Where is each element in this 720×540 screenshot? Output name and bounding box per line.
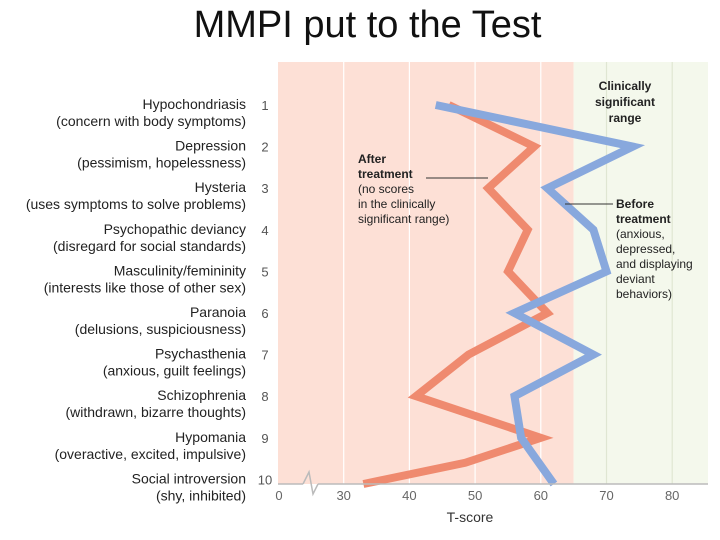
scale-number: 10 <box>258 472 272 487</box>
scale-number: 9 <box>261 431 268 446</box>
scale-description: (uses symptoms to solve problems) <box>26 196 246 212</box>
scale-name: Social introversion <box>132 470 246 486</box>
scale-number: 7 <box>261 348 268 363</box>
annotation-text: (anxious, <box>616 227 665 241</box>
scale-description: (anxious, guilt feelings) <box>103 363 246 379</box>
x-tick-label: 30 <box>336 488 350 503</box>
scale-name: Masculinity/femininity <box>114 262 246 278</box>
scale-description: (disregard for social standards) <box>53 238 246 254</box>
x-tick-label: 40 <box>402 488 416 503</box>
scale-label-3: Hysteria(uses symptoms to solve problems… <box>26 179 269 212</box>
scale-name: Psychopathic deviancy <box>104 221 246 237</box>
scale-label-2: Depression(pessimism, hopelessness) 2 <box>77 138 268 171</box>
scale-number: 2 <box>261 140 268 155</box>
scale-name: Depression <box>175 138 246 154</box>
scale-description: (shy, inhibited) <box>156 487 246 503</box>
scale-name: Psychasthenia <box>155 346 246 362</box>
scale-label-8: Schizophrenia(withdrawn, bizarre thought… <box>65 387 268 420</box>
scale-description: (overactive, excited, impulsive) <box>55 446 246 462</box>
scale-label-6: Paranoia(delusions, suspiciousness) 6 <box>75 304 269 337</box>
annotation-text: and displaying <box>616 257 693 271</box>
scale-name: Hysteria <box>195 179 247 195</box>
scale-description: (pessimism, hopelessness) <box>77 155 246 171</box>
annotation-text: (no scores <box>358 182 414 196</box>
scale-number: 3 <box>261 181 268 196</box>
scale-label-7: Psychasthenia(anxious, guilt feelings) 7 <box>103 346 269 379</box>
annotation-text: significant range) <box>358 212 449 226</box>
scale-label-9: Hypomania(overactive, excited, impulsive… <box>55 429 269 462</box>
x-tick-label: 50 <box>468 488 482 503</box>
annotation-text: Clinically <box>599 79 652 93</box>
scale-label-4: Psychopathic deviancy(disregard for soci… <box>53 221 269 254</box>
series-line-before-treatment <box>434 101 646 487</box>
axis-break-mark <box>302 469 319 497</box>
scale-name: Paranoia <box>190 304 246 320</box>
scale-number: 8 <box>261 389 268 404</box>
scale-description: (delusions, suspiciousness) <box>75 321 246 337</box>
scale-number: 4 <box>261 223 268 238</box>
annotation-text: treatment <box>616 212 671 226</box>
scale-name: Schizophrenia <box>157 387 246 403</box>
page-title: MMPI put to the Test <box>193 4 542 46</box>
x-tick-label: 60 <box>534 488 548 503</box>
scale-name: Hypomania <box>175 429 246 445</box>
annotation-text: range <box>609 111 642 125</box>
x-tick-label: 80 <box>665 488 679 503</box>
scale-number: 5 <box>261 264 268 279</box>
scale-number: 1 <box>261 98 268 113</box>
scale-label-5: Masculinity/femininity(interests like th… <box>44 262 269 295</box>
scale-description: (concern with body symptoms) <box>56 113 246 129</box>
x-tick-label: 70 <box>599 488 613 503</box>
scale-label-10: Social introversion(shy, inhibited) 10 <box>132 470 273 503</box>
annotation-text: behaviors) <box>616 287 672 301</box>
normal-range-background <box>278 62 574 484</box>
clinical-range-annotation: Clinically significant range <box>595 79 655 125</box>
annotation-text: After <box>358 152 386 166</box>
scale-description: (interests like those of other sex) <box>44 279 246 295</box>
x-axis-title: T-score <box>447 509 494 525</box>
series-line-after-treatment <box>362 101 554 488</box>
scale-number: 6 <box>261 306 268 321</box>
x-tick-label: 0 <box>275 488 282 503</box>
scale-label-1: Hypochondriasis(concern with body sympto… <box>56 96 268 129</box>
scale-name: Hypochondriasis <box>143 96 247 112</box>
annotation-text: Before <box>616 197 654 211</box>
annotation-text: deviant <box>616 272 655 286</box>
annotation-text: significant <box>595 95 655 109</box>
annotation-text: in the clinically <box>358 197 435 211</box>
annotation-text: depressed, <box>616 242 675 256</box>
scale-description: (withdrawn, bizarre thoughts) <box>65 404 246 420</box>
annotation-text: treatment <box>358 167 413 181</box>
